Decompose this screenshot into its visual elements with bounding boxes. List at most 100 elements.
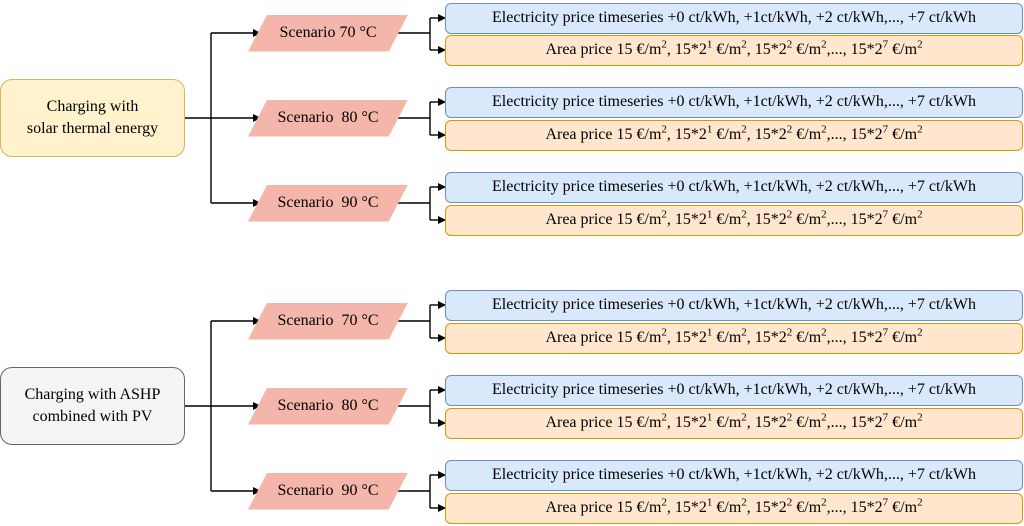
area-price-exponent: 7 xyxy=(882,208,889,221)
scenario-label: Scenario 90 °C xyxy=(277,482,379,499)
area-price-label: Area price 15 €/m2, 15*21 €/m2, 15*22 €/… xyxy=(545,38,923,59)
area-price-exponent: 2 xyxy=(786,38,793,51)
area-price-text: ,..., 15*2 xyxy=(826,414,883,431)
scenario-parallelogram xyxy=(248,99,408,137)
area-price-exponent: 2 xyxy=(917,123,923,136)
area-price-label: Area price 15 €/m2, 15*21 €/m2, 15*22 €/… xyxy=(545,326,923,347)
area-price-text: Area price 15 €/m xyxy=(545,329,662,346)
area-price-box: Area price 15 €/m2, 15*21 €/m2, 15*22 €/… xyxy=(445,34,1023,66)
area-price-label: Area price 15 €/m2, 15*21 €/m2, 15*22 €/… xyxy=(545,123,923,144)
area-price-exponent: 1 xyxy=(706,208,713,221)
area-price-text: €/m xyxy=(888,329,918,346)
area-price-text: €/m xyxy=(792,126,822,143)
area-price-text: €/m xyxy=(712,414,742,431)
scenario-parallelogram xyxy=(248,472,408,510)
area-price-text: ,..., 15*2 xyxy=(826,211,883,228)
area-price-text: , 15*2 xyxy=(746,329,787,346)
scenario-label: Scenario 80 °C xyxy=(277,109,379,126)
electricity-price-box: Electricity price timeseries +0 ct/kWh, … xyxy=(445,289,1023,321)
area-price-exponent: 1 xyxy=(706,123,713,136)
area-price-text: , 15*2 xyxy=(666,41,707,58)
area-price-exponent: 2 xyxy=(741,411,747,424)
area-price-exponent: 2 xyxy=(661,208,667,221)
scenario-node: Scenario 90 °C xyxy=(248,472,408,510)
area-price-text: , 15*2 xyxy=(746,126,787,143)
area-price-exponent: 1 xyxy=(706,496,713,509)
area-price-box: Area price 15 €/m2, 15*21 €/m2, 15*22 €/… xyxy=(445,322,1023,354)
area-price-exponent: 2 xyxy=(917,38,923,51)
area-price-exponent: 2 xyxy=(741,326,747,339)
area-price-text: , 15*2 xyxy=(746,211,787,228)
area-price-exponent: 2 xyxy=(786,326,793,339)
area-price-label: Area price 15 €/m2, 15*21 €/m2, 15*22 €/… xyxy=(545,496,923,517)
area-price-text: Area price 15 €/m xyxy=(545,499,662,516)
area-price-text: €/m xyxy=(792,329,822,346)
area-price-exponent: 2 xyxy=(917,496,923,509)
area-price-text: , 15*2 xyxy=(746,41,787,58)
area-price-exponent: 7 xyxy=(882,38,889,51)
area-price-exponent: 2 xyxy=(786,123,793,136)
area-price-text: , 15*2 xyxy=(666,211,707,228)
area-price-exponent: 1 xyxy=(706,326,713,339)
area-price-exponent: 2 xyxy=(661,326,667,339)
area-price-text: €/m xyxy=(792,499,822,516)
area-price-text: Area price 15 €/m xyxy=(545,414,662,431)
area-price-text: , 15*2 xyxy=(666,499,707,516)
area-price-text: ,..., 15*2 xyxy=(826,126,883,143)
area-price-exponent: 2 xyxy=(917,326,923,339)
scenario-node: Scenario 80 °C xyxy=(248,99,408,137)
area-price-box: Area price 15 €/m2, 15*21 €/m2, 15*22 €/… xyxy=(445,492,1023,524)
area-price-exponent: 2 xyxy=(661,411,667,424)
electricity-price-box: Electricity price timeseries +0 ct/kWh, … xyxy=(445,374,1023,406)
area-price-exponent: 2 xyxy=(661,123,667,136)
area-price-exponent: 2 xyxy=(741,208,747,221)
scenario-parallelogram xyxy=(248,302,408,340)
ashp-root-node: Charging with ASHP combined with PV xyxy=(0,367,185,445)
area-price-text: €/m xyxy=(888,499,918,516)
area-price-exponent: 2 xyxy=(821,496,827,509)
area-price-exponent: 2 xyxy=(786,496,793,509)
scenario-node: Scenario 90 °C xyxy=(248,184,408,222)
electricity-price-box: Electricity price timeseries +0 ct/kWh, … xyxy=(445,171,1023,203)
electricity-price-label: Electricity price timeseries +0 ct/kWh, … xyxy=(492,381,976,398)
area-price-exponent: 2 xyxy=(821,38,827,51)
area-price-text: ,..., 15*2 xyxy=(826,41,883,58)
area-price-text: €/m xyxy=(888,126,918,143)
scenario-parallelogram xyxy=(248,184,408,222)
area-price-label: Area price 15 €/m2, 15*21 €/m2, 15*22 €/… xyxy=(545,208,922,229)
area-price-exponent: 7 xyxy=(882,123,889,136)
electricity-price-label: Electricity price timeseries +0 ct/kWh, … xyxy=(492,178,976,195)
electricity-price-label: Electricity price timeseries +0 ct/kWh, … xyxy=(492,9,976,26)
area-price-exponent: 1 xyxy=(706,411,713,424)
area-price-exponent: 2 xyxy=(917,411,923,424)
area-price-text: ,..., 15*2 xyxy=(826,329,883,346)
scenario-label: Scenario 70 °C xyxy=(279,24,377,41)
area-price-exponent: 2 xyxy=(741,38,747,51)
area-price-text: , 15*2 xyxy=(746,414,787,431)
area-price-text: €/m xyxy=(792,41,822,58)
area-price-text: €/m xyxy=(712,41,742,58)
area-price-text: €/m xyxy=(792,414,822,431)
area-price-text: , 15*2 xyxy=(666,329,707,346)
ashp-root-label: Charging with ASHP combined with PV xyxy=(24,386,161,425)
area-price-exponent: 2 xyxy=(661,496,667,509)
area-price-text: €/m xyxy=(888,211,918,228)
scenario-node: Scenario 70 °C xyxy=(248,302,408,340)
scenario-parallelogram xyxy=(248,14,408,52)
electricity-price-box: Electricity price timeseries +0 ct/kWh, … xyxy=(445,2,1023,34)
area-price-exponent: 2 xyxy=(786,208,793,221)
area-price-exponent: 2 xyxy=(741,123,747,136)
area-price-text: €/m xyxy=(792,211,822,228)
electricity-price-box: Electricity price timeseries +0 ct/kWh, … xyxy=(445,86,1023,118)
area-price-box: Area price 15 €/m2, 15*21 €/m2, 15*22 €/… xyxy=(445,407,1023,439)
solar-root-label: Charging with solar thermal energy xyxy=(26,98,159,137)
area-price-exponent: 2 xyxy=(821,123,827,136)
scenario-node: Scenario 80 °C xyxy=(248,387,408,425)
area-price-exponent: 1 xyxy=(706,38,713,51)
area-price-text: €/m xyxy=(712,329,742,346)
scenario-parallelogram xyxy=(248,387,408,425)
scenario-label: Scenario 80 °C xyxy=(277,397,379,414)
area-price-text: €/m xyxy=(712,211,742,228)
area-price-text: Area price 15 €/m xyxy=(545,126,662,143)
